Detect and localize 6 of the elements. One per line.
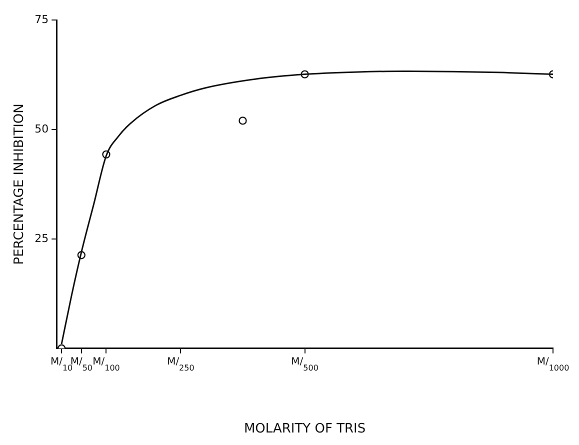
y-tick-label: 75 <box>34 12 49 26</box>
x-axis-title: MOLARITY OF TRIS <box>244 422 366 437</box>
y-axis-title: PERCENTAGE INHIBITION <box>12 104 28 265</box>
y-tick-label: 50 <box>34 122 49 136</box>
point <box>238 116 247 125</box>
y-tick-label: 25 <box>34 232 49 245</box>
